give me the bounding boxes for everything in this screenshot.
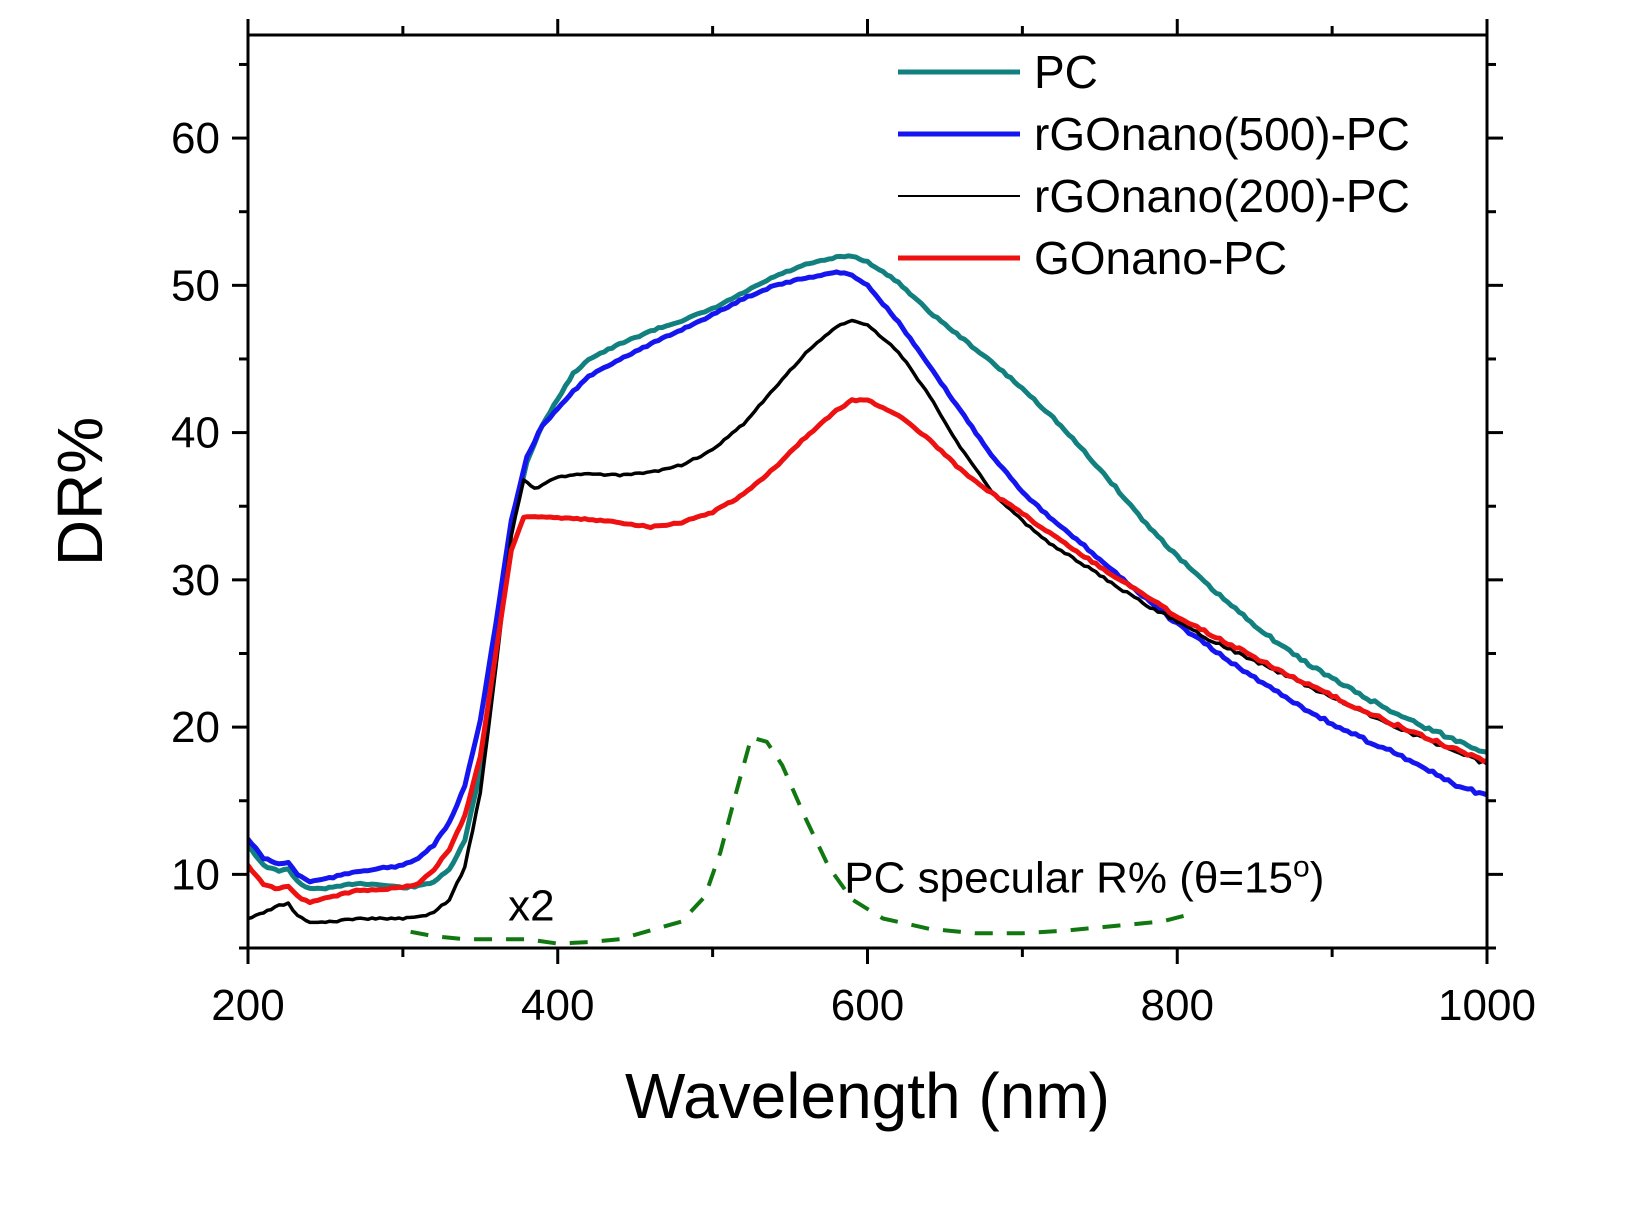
plot-area: 200 400 600 800 1000 10 20 30 40 50 60 (171, 19, 1536, 1030)
series-line-4 (410, 735, 1186, 946)
tick-labels-layer: 200 400 600 800 1000 10 20 30 40 50 60 (171, 114, 1536, 1030)
series-line-1 (248, 269, 1487, 885)
annotation-specular-label: PC specular R% (θ=15o) (844, 850, 1324, 903)
x-axis-title: Wavelength (nm) (625, 1060, 1110, 1132)
series-line-3 (248, 397, 1487, 906)
annotation-specular-text: PC specular R% (θ=15 (844, 853, 1293, 902)
annotation-specular-superscript: o (1293, 850, 1310, 883)
annotation-x2: x2 (508, 881, 554, 930)
legend-label-gonano-pc: GOnano-PC (1034, 232, 1287, 284)
legend: PC rGOnano(500)-PC rGOnano(200)-PC GOnan… (898, 46, 1410, 284)
legend-label-rgonano500-pc: rGOnano(500)-PC (1034, 108, 1410, 160)
y-tick-label: 50 (171, 261, 220, 310)
y-tick-label: 20 (171, 703, 220, 752)
series-layer (248, 253, 1487, 946)
y-tick-label: 60 (171, 114, 220, 163)
x-tick-label: 400 (521, 981, 594, 1030)
series-line-2 (248, 318, 1487, 925)
y-tick-label: 30 (171, 556, 220, 605)
x-tick-label: 600 (831, 981, 904, 1030)
series-line-0 (248, 253, 1487, 892)
legend-label-rgonano200-pc: rGOnano(200)-PC (1034, 170, 1410, 222)
legend-label-pc: PC (1034, 46, 1098, 98)
x-tick-label: 1000 (1438, 981, 1536, 1030)
y-tick-label: 40 (171, 409, 220, 458)
ticks-layer (232, 19, 1503, 964)
y-axis-title: DR% (44, 417, 116, 566)
legend-entry-rgonano200-pc: rGOnano(200)-PC (898, 170, 1410, 222)
x-tick-label: 200 (211, 981, 284, 1030)
y-tick-label: 10 (171, 850, 220, 899)
legend-entry-rgonano500-pc: rGOnano(500)-PC (898, 108, 1410, 160)
x-tick-label: 800 (1141, 981, 1214, 1030)
annotation-specular-suffix: ) (1310, 853, 1325, 902)
legend-entry-gonano-pc: GOnano-PC (898, 232, 1287, 284)
annotation-x2-text: x2 (508, 881, 554, 930)
legend-entry-pc: PC (898, 46, 1098, 98)
